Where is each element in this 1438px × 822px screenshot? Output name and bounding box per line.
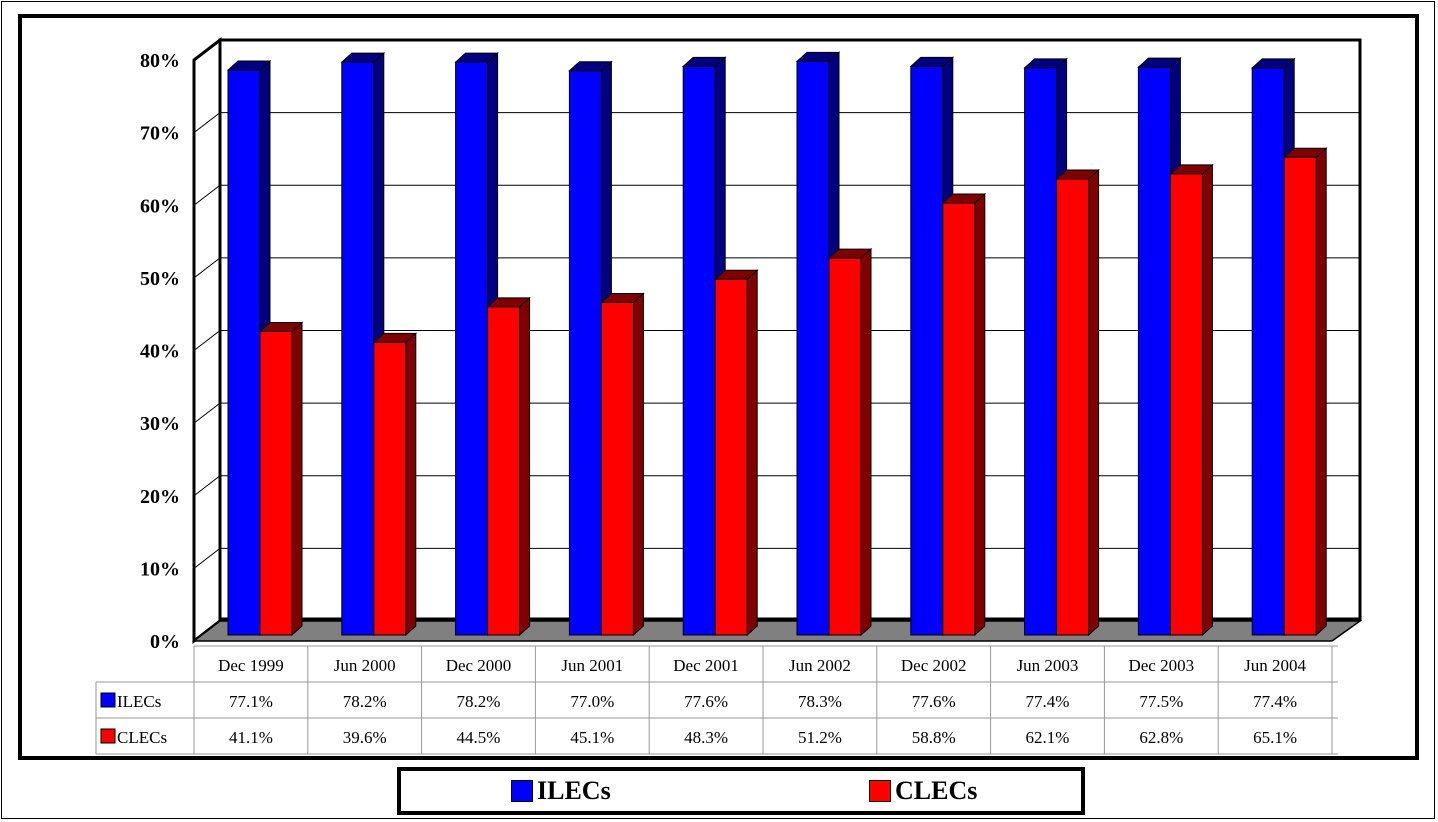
bar-side-clecs [1315,147,1327,637]
bar-side-clecs [1088,168,1100,637]
table-cell-value: 77.6% [912,692,956,711]
table-cell-value: 78.3% [798,692,842,711]
table-cell-value: 58.8% [912,728,956,747]
bar-clecs [714,278,748,636]
bar-clecs [828,257,862,636]
bar-clecs [373,341,407,636]
legend-item-clecs: CLECs [869,776,977,806]
table-cell-value: 78.2% [457,692,501,711]
table-cell-value: 44.5% [457,728,501,747]
bar-ilecs [682,65,716,636]
x-category-label: Dec 1999 [218,656,284,675]
bar-clecs [1056,178,1090,636]
bar-side-clecs [974,192,986,637]
bar-side-clecs [291,321,303,637]
x-category-label: Jun 2001 [561,656,623,675]
table-cell-value: 62.1% [1026,728,1070,747]
bar-ilecs [341,61,375,636]
bar-clecs [942,202,976,636]
bar-ilecs [796,60,830,636]
table-cell-value: 39.6% [343,728,387,747]
x-category-label: Dec 2001 [673,656,739,675]
table-cell-value: 77.4% [1253,692,1297,711]
table-cell-value: 77.6% [684,692,728,711]
bar-clecs [1169,173,1203,636]
y-tick-label: 30% [140,413,180,435]
gridline-side [193,257,221,279]
table-row-swatch-clecs [100,728,116,744]
table-cell-value: 41.1% [229,728,273,747]
table-cell-value: 51.2% [798,728,842,747]
x-category-label: Jun 2004 [1244,656,1306,675]
table-cell-value: 62.8% [1139,728,1183,747]
x-category-label: Dec 2000 [446,656,512,675]
y-tick-label: 60% [140,195,180,217]
table-cell-value: 78.2% [343,692,387,711]
y-tick-label: 20% [140,486,180,508]
gridline-side [193,402,221,424]
gridline-side [193,184,221,206]
bar-ilecs [910,65,944,636]
bar-side-clecs [1201,163,1213,637]
table-cell-value: 77.1% [229,692,273,711]
gridline-side [193,330,221,351]
table-cell-value: 77.0% [570,692,614,711]
table-row-swatch-ilecs [100,692,116,708]
table-cell-value: 77.4% [1026,692,1070,711]
bar-side-clecs [860,248,872,637]
table-cell-value: 77.5% [1139,692,1183,711]
gridline-side [193,112,221,134]
legend-label-ilecs: ILECs [537,776,611,805]
y-tick-label: 80% [140,50,180,72]
legend-label-clecs: CLECs [895,776,978,805]
x-category-label: Dec 2003 [1128,656,1194,675]
bar-ilecs [1251,67,1285,636]
y-tick-label: 0% [150,631,180,653]
bar-side-clecs [632,292,644,637]
bar-ilecs [227,69,261,636]
bar-clecs [1283,156,1317,636]
gridline-side [193,475,221,497]
gridline-side [193,547,221,569]
table-cell-value: 45.1% [570,728,614,747]
bar-side-clecs [746,269,758,637]
bar-ilecs [1137,66,1171,636]
x-category-label: Jun 2002 [789,656,851,675]
table-row-label-ilecs: ILECs [117,692,161,711]
bar-side-clecs [519,296,531,637]
x-category-label: Dec 2002 [901,656,967,675]
legend-item-ilecs: ILECs [511,776,611,806]
legend-swatch-clecs [869,780,891,802]
chart-frame [18,14,1419,760]
table-cell-value: 48.3% [684,728,728,747]
y-tick-label: 40% [140,341,180,363]
y-tick-label: 70% [140,123,180,145]
bar-clecs [487,306,521,636]
x-category-label: Jun 2003 [1017,656,1079,675]
bar-clecs [600,301,634,636]
y-tick-label: 10% [140,558,180,580]
bar-ilecs [568,70,602,636]
legend: ILECs CLECs [397,767,1085,815]
legend-swatch-ilecs [511,780,533,802]
bar-ilecs [455,61,489,636]
table-row-label-clecs: CLECs [117,728,167,747]
x-category-label: Jun 2000 [334,656,396,675]
bar-side-clecs [405,332,417,637]
bar-ilecs [1024,67,1058,636]
bar-clecs [259,331,293,636]
y-tick-label: 50% [140,268,180,290]
table-cell-value: 65.1% [1253,728,1297,747]
